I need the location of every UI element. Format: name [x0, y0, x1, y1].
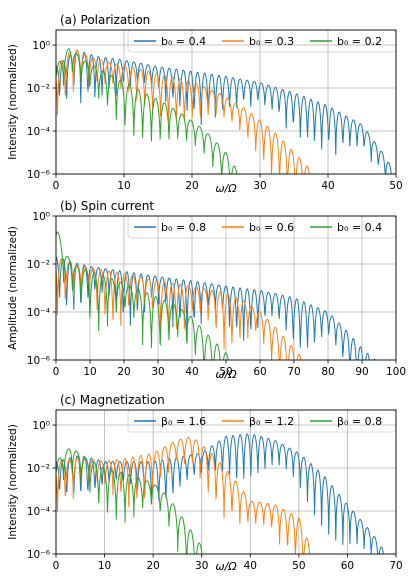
- panel-2-ytick-label: 10⁻²: [27, 463, 50, 475]
- panel-2-legend-label-1: β₀ = 1.2: [249, 415, 294, 428]
- panel-2-ytick-label: 10⁻⁶: [27, 549, 50, 561]
- panel-b-xlabel: ω/Ω: [215, 368, 237, 381]
- panel-1-xtick-label: 40: [185, 366, 198, 378]
- panel-1-xtick-label: 20: [117, 366, 130, 378]
- panel-c-axes-frame: [55, 409, 397, 555]
- panel-1-xtick-label: 60: [253, 366, 266, 378]
- panel-0-series-2: [55, 48, 240, 175]
- panel-0-legend-label-2: b₀ = 0.2: [337, 35, 382, 48]
- panel-0-series-0: [55, 49, 397, 175]
- panel-0-xtick-label: 0: [53, 180, 60, 192]
- panel-1-series-0: [55, 256, 376, 361]
- panel-2-xtick-label: 40: [244, 560, 257, 572]
- panel-0-ytick-label: 10⁻⁶: [27, 169, 50, 181]
- panel-2-legend-label-2: β₀ = 0.8: [337, 415, 382, 428]
- panel-1-xtick-label: 30: [151, 366, 164, 378]
- panel-1-xtick-label: 90: [355, 366, 368, 378]
- panel-0-xtick-label: 20: [185, 180, 198, 192]
- panel-a: (a) Polarization Intensity (normalized) …: [7, 13, 403, 195]
- panel-1-xtick-label: 0: [53, 366, 60, 378]
- panel-1-legend-label-1: b₀ = 0.6: [249, 221, 294, 234]
- panel-2-series-1: [55, 436, 314, 555]
- panel-b-ylabel: Amplitude (normalized): [7, 226, 19, 350]
- panel-0-xtick-label: 10: [117, 180, 130, 192]
- panel-c-ylabel: Intensity (normalized): [7, 424, 19, 540]
- panel-1-ytick-label: 10⁻²: [27, 259, 50, 271]
- panel-1-ytick-label: 10⁻⁴: [27, 307, 50, 319]
- panel-1-xtick-label: 70: [287, 366, 300, 378]
- panel-c-xlabel: ω/Ω: [215, 560, 237, 573]
- panel-2-series-2: [55, 448, 207, 555]
- panel-0-xtick-label: 50: [389, 180, 402, 192]
- panel-0-legend-label-0: b₀ = 0.4: [161, 35, 206, 48]
- panel-1-xtick-label: 80: [321, 366, 334, 378]
- panel-1-legend-label-2: b₀ = 0.4: [337, 221, 382, 234]
- panel-2-xtick-label: 20: [146, 560, 159, 572]
- panel-2-legend-label-0: β₀ = 1.6: [161, 415, 206, 428]
- panel-2-xtick-label: 50: [292, 560, 305, 572]
- panel-b-title: (b) Spin current: [60, 199, 154, 213]
- panel-1-series-2: [55, 231, 234, 361]
- panel-1-legend-label-0: b₀ = 0.8: [161, 221, 206, 234]
- panel-b-axes-frame: [55, 215, 397, 361]
- panel-0-legend-label-1: b₀ = 0.3: [249, 35, 294, 48]
- panel-1-series-1: [55, 258, 305, 361]
- panel-2-xtick-label: 60: [341, 560, 354, 572]
- panel-0-series-1: [55, 49, 315, 175]
- panel-0-xtick-label: 40: [321, 180, 334, 192]
- panel-a-ylabel: Intensity (normalized): [7, 44, 19, 160]
- panel-2-ytick-label: 10⁻⁴: [27, 506, 50, 518]
- panel-2-ytick-label: 10⁰: [32, 420, 50, 432]
- panel-1-ytick-label: 10⁻⁶: [27, 355, 50, 367]
- panel-a-title: (a) Polarization: [60, 13, 150, 27]
- panel-1-xtick-label: 10: [83, 366, 96, 378]
- panel-c-title: (c) Magnetization: [60, 393, 165, 407]
- panel-2-xtick-label: 30: [195, 560, 208, 572]
- panel-a-axes-frame: [55, 29, 397, 175]
- panel-a-xlabel: ω/Ω: [215, 182, 237, 195]
- panel-1-ytick-label: 10⁰: [32, 211, 50, 223]
- panel-0-ytick-label: 10⁰: [32, 40, 50, 52]
- panel-2-xtick-label: 70: [389, 560, 402, 572]
- panel-b: (b) Spin current Amplitude (normalized) …: [7, 199, 406, 381]
- panel-c: (c) Magnetization Intensity (normalized)…: [7, 393, 403, 573]
- panel-0-xtick-label: 30: [253, 180, 266, 192]
- panel-0-ytick-label: 10⁻⁴: [27, 126, 50, 138]
- panel-0-ytick-label: 10⁻²: [27, 83, 50, 95]
- panel-1-xtick-label: 100: [386, 366, 406, 378]
- panel-2-xtick-label: 0: [53, 560, 60, 572]
- panel-1-xtick-label: 50: [219, 366, 232, 378]
- panel-2-xtick-label: 10: [98, 560, 111, 572]
